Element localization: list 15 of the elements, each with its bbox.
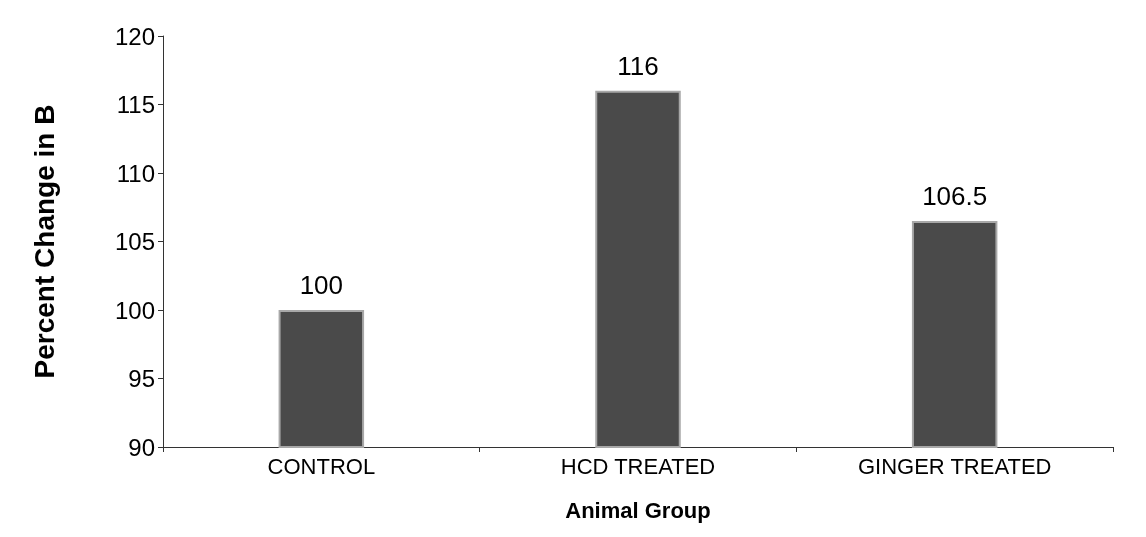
data-label: 116 xyxy=(617,50,659,81)
data-label: 100 xyxy=(299,270,344,300)
x-tick-label: CONTROL xyxy=(267,453,376,479)
x-axis-title: Animal Group xyxy=(565,497,711,523)
y-tick-label: 95 xyxy=(128,365,155,392)
y-tick-label: 100 xyxy=(114,296,155,324)
y-tick-label: 110 xyxy=(116,159,155,187)
y-axis-title: Percent Change in B xyxy=(28,104,60,379)
y-tick-label: 115 xyxy=(116,91,155,118)
y-tick-label: 90 xyxy=(128,433,155,461)
x-tick-label: GINGER TREATED xyxy=(857,453,1052,479)
y-tick-label: 105 xyxy=(114,228,155,255)
y-tick-label: 120 xyxy=(114,22,155,50)
x-tick-label: HCD TREATED xyxy=(560,453,716,479)
data-label: 106.5 xyxy=(922,180,988,211)
